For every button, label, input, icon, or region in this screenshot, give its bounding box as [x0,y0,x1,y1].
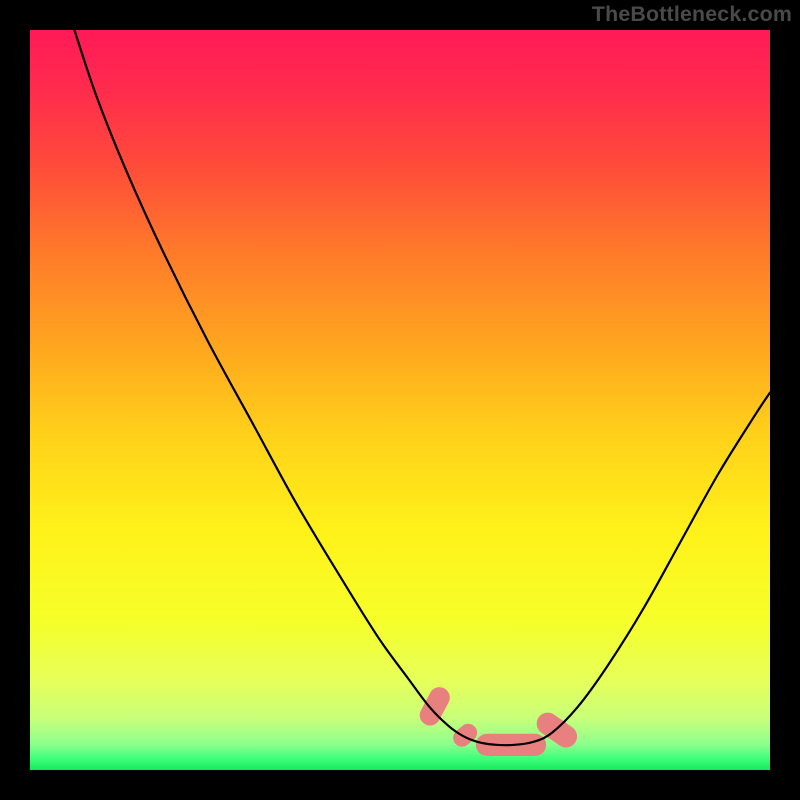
watermark-text: TheBottleneck.com [592,2,792,27]
plot-area [30,30,770,770]
chart-stage: TheBottleneck.com [0,0,800,800]
chart-svg [0,0,800,800]
